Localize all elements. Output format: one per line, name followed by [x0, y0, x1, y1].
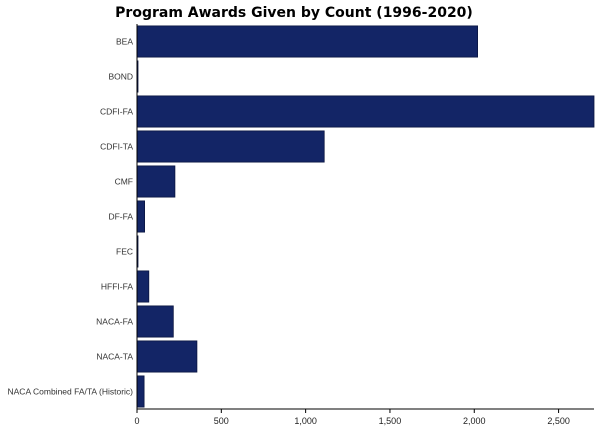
category-labels: BEA BOND CDFI-FA CDFI-TA CMF DF-FA FEC HFFI-FA N…	[8, 37, 134, 397]
bar-naca-fa	[136, 305, 174, 338]
bar-naca-ta	[136, 340, 198, 373]
category-label: FEC	[116, 247, 133, 257]
x-axis: 0 500 1,000 1,500 2,000 2,500	[134, 408, 594, 426]
x-tick-label: 0	[134, 416, 139, 426]
bar-cmf	[136, 165, 176, 198]
bars-group	[136, 25, 595, 408]
bar-cdfi-ta	[136, 130, 325, 163]
bar-cdfi-fa	[136, 95, 595, 128]
bar-df-fa	[136, 200, 145, 233]
category-label: DF-FA	[108, 212, 133, 222]
category-label: CDFI-TA	[100, 142, 133, 152]
x-tick-label: 2,500	[547, 416, 570, 426]
category-label: HFFI-FA	[101, 282, 133, 292]
category-label: CDFI-FA	[100, 107, 133, 117]
bar-hffi-fa	[136, 270, 150, 303]
bar-bea	[136, 25, 479, 58]
category-label: BEA	[116, 37, 133, 47]
x-tick-label: 500	[214, 416, 229, 426]
category-label: NACA-TA	[96, 352, 133, 362]
chart-title: Program Awards Given by Count (1996-2020…	[115, 5, 473, 21]
category-label: NACA-FA	[96, 317, 133, 327]
category-label: NACA Combined FA/TA (Historic)	[8, 387, 134, 397]
x-tick-label: 1,000	[294, 416, 317, 426]
x-tick-label: 1,500	[379, 416, 402, 426]
bar-naca-combined-fa-ta-historic-	[136, 375, 145, 408]
x-tick-label: 2,000	[463, 416, 486, 426]
category-label: CMF	[115, 177, 133, 187]
category-label: BOND	[108, 72, 133, 82]
